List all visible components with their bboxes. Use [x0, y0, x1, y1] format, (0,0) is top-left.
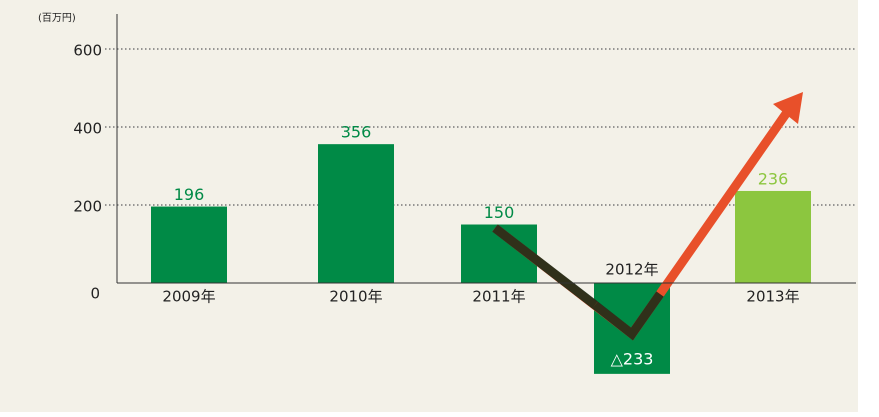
y-tick-label: 200 [73, 198, 102, 216]
arrow-shadow [592, 291, 664, 341]
value-label: 356 [341, 123, 372, 142]
x-tick-label: 2011年 [472, 288, 525, 306]
arrow-shadow [492, 224, 598, 309]
y-tick-label: 400 [73, 120, 102, 138]
value-label: △233 [611, 349, 654, 368]
value-label: 236 [758, 169, 789, 188]
bar [151, 206, 227, 283]
x-tick-label: 2013年 [746, 288, 799, 306]
grid [105, 48, 856, 206]
y-tick-label: 0 [90, 285, 100, 303]
bar [318, 144, 394, 283]
unit-label: (百万円) [38, 12, 76, 24]
arrow-head [773, 92, 803, 124]
value-label: 196 [174, 185, 205, 204]
x-tick-label: 2010年 [329, 288, 382, 306]
trend-arrow [492, 92, 803, 341]
bar [735, 190, 811, 283]
value-label: 150 [484, 203, 515, 222]
bars [151, 144, 811, 374]
x-tick-label: 2012年 [605, 261, 658, 279]
x-tick-label: 2009年 [162, 288, 215, 306]
background [0, 0, 858, 412]
y-tick-label: 600 [73, 42, 102, 60]
